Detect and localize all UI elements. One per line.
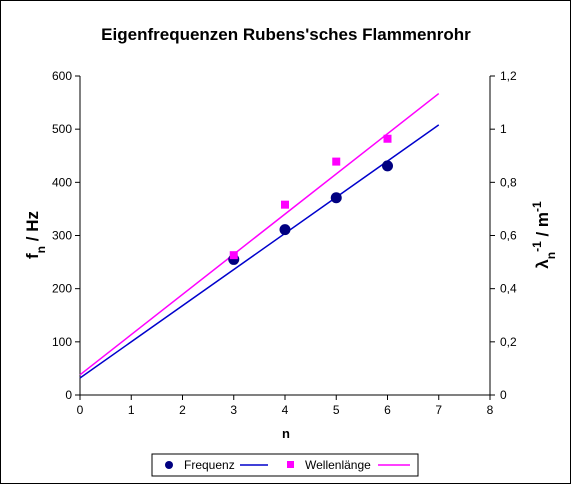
- y-left-tick-label: 500: [52, 122, 72, 136]
- y-axis-left-label: fn / Hz: [23, 211, 48, 259]
- x-tick-label: 7: [435, 403, 442, 417]
- legend: Frequenz Wellenlänge: [151, 453, 419, 477]
- x-tick-label: 3: [230, 403, 237, 417]
- y-left-tick-label: 100: [52, 335, 72, 349]
- y-right-tick-label: 0,4: [500, 282, 517, 296]
- y-right-tick-label: 0,6: [500, 229, 517, 243]
- legend-label-wellenlaenge: Wellenlänge: [305, 458, 371, 472]
- y-right-tick-label: 0: [500, 388, 507, 402]
- legend-marker-wellenlaenge: [287, 461, 294, 468]
- legend-label-frequenz: Frequenz: [184, 458, 235, 472]
- trendline-wellenlaenge: [79, 92, 440, 376]
- y-right-tick-label: 1,2: [500, 69, 517, 83]
- marker-frequenz-point: [330, 192, 342, 204]
- x-axis-label: n: [282, 426, 290, 441]
- y-left-tick-label: 0: [65, 388, 72, 402]
- x-tick-label: 5: [333, 403, 340, 417]
- x-tick-label: 2: [179, 403, 186, 417]
- y-right-tick-label: 1: [500, 122, 507, 136]
- marker-wellenlaenge-point: [383, 134, 392, 143]
- y-left-tick-label: 400: [52, 175, 72, 189]
- x-tick-label: 4: [282, 403, 289, 417]
- marker-frequenz-point: [279, 224, 291, 236]
- y-right-tick-label: 0,2: [500, 335, 517, 349]
- marker-wellenlaenge-point: [281, 200, 289, 209]
- axes: [75, 75, 495, 400]
- marker-wellenlaenge-point: [229, 251, 238, 260]
- y-right-tick-label: 0,8: [500, 175, 517, 189]
- legend-marker-frequenz: [165, 461, 173, 469]
- data-markers: [228, 134, 393, 265]
- y-axis-right-label: λn-1 / m-1: [530, 201, 558, 269]
- tick-labels: 0 1 2 3 4 5 6 7 8010020030040050060000,20,40,60,…: [52, 69, 517, 417]
- trendlines: [79, 92, 440, 379]
- chart-title: Eigenfrequenzen Rubens'sches Flammenrohr: [101, 25, 471, 44]
- x-tick-label: 0: [77, 403, 84, 417]
- x-tick-label: 6: [384, 403, 391, 417]
- y-left-tick-label: 200: [52, 282, 72, 296]
- x-tick-label: 8: [487, 403, 494, 417]
- marker-frequenz-point: [382, 160, 393, 172]
- trendline-frequenz: [79, 124, 440, 379]
- marker-wellenlaenge-point: [332, 157, 341, 166]
- y-left-tick-label: 300: [52, 229, 72, 243]
- x-tick-label: 1: [128, 403, 135, 417]
- legend-box: [151, 453, 419, 477]
- y-left-tick-label: 600: [52, 69, 72, 83]
